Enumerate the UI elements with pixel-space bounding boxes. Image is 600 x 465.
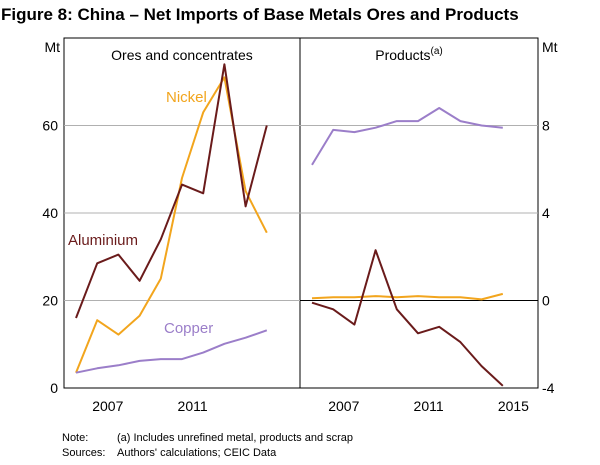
series-line-copper-products [311,107,503,166]
panel-title-ores: Ores and concentrates [111,47,253,63]
x-tick-label: 2011 [178,398,208,414]
y-tick-label-left: 60 [42,118,58,134]
nickel-label: Nickel [166,89,207,106]
series-line-aluminium-products [311,249,504,387]
sources-key: Sources: [62,447,106,459]
y-tick-label-left: 0 [50,380,58,396]
x-tick-label: 2011 [414,398,444,414]
y-ticks: 0 20 40 60 -4 0 4 8 [42,118,554,397]
series-line-nickel-products [311,292,504,301]
y-tick-label-right: -4 [542,380,555,396]
x-tick-label: 2007 [92,398,123,414]
x-tick-label: 2015 [498,398,529,414]
panel-title-products: Products(a) [375,46,442,63]
series-lines [75,63,504,387]
chart-notes: Note: (a) Includes unrefined metal, produ… [62,431,353,461]
note-key: Note: [62,432,89,444]
y-tick-label-left: 40 [42,205,58,221]
copper-label: Copper [164,320,213,337]
x-ticks: 2007 2011 2007 2011 2015 [92,398,529,414]
x-tick-label: 2007 [328,398,359,414]
y-tick-label-left: 20 [42,293,58,309]
note-text: (a) Includes unrefined metal, products a… [117,432,354,444]
left-unit-label: Mt [44,39,60,55]
chart-title: Figure 8: China – Net Imports of Base Me… [1,5,519,24]
y-tick-label-right: 8 [542,118,550,134]
series-line-copper [75,329,268,374]
right-unit-label: Mt [542,39,558,55]
y-tick-label-right: 4 [542,205,550,221]
sources-text: Authors' calculations; CEIC Data [117,447,277,459]
gridlines [64,125,538,301]
y-tick-label-right: 0 [542,293,550,309]
aluminium-label: Aluminium [68,232,138,249]
series-line-aluminium [75,63,268,319]
